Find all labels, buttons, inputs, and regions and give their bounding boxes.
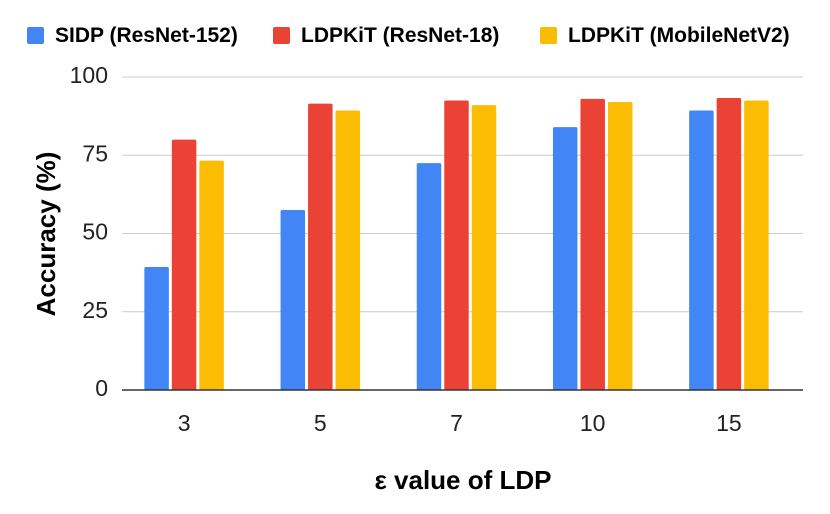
x-axis-title: ε value of LDP	[374, 465, 551, 495]
x-tick-label: 5	[314, 410, 327, 436]
y-axis-ticks: 0 25 50 75 100	[70, 62, 108, 401]
bar-ldpkit-resnet-18-eps-15	[716, 97, 742, 390]
legend-swatch	[273, 27, 290, 44]
legend-label: SIDP (ResNet-152)	[55, 24, 238, 47]
bar-ldpkit-mobilenetv2-eps-10	[607, 102, 633, 390]
y-tick-label: 25	[82, 297, 108, 323]
bar-ldpkit-resnet-18-eps-7	[444, 100, 469, 390]
bar-sidp-resnet-152-eps-7	[416, 163, 442, 390]
y-tick-label: 50	[82, 219, 108, 245]
bar-ldpkit-mobilenetv2-eps-7	[471, 105, 497, 391]
legend: SIDP (ResNet-152) LDPKiT (ResNet-18) LDPKi…	[27, 24, 790, 47]
bar-sidp-resnet-152-eps-15	[689, 110, 714, 390]
legend-label: LDPKiT (ResNet-18)	[301, 24, 499, 47]
y-axis-title: Accuracy (%)	[31, 152, 61, 317]
x-tick-label: 3	[178, 410, 191, 436]
bar-ldpkit-mobilenetv2-eps-3	[199, 160, 224, 390]
legend-swatch	[540, 27, 557, 44]
bar-ldpkit-resnet-18-eps-3	[171, 139, 197, 390]
y-tick-label: 75	[82, 140, 108, 166]
bar-sidp-resnet-152-eps-3	[144, 266, 169, 390]
bars	[144, 97, 769, 391]
bar-sidp-resnet-152-eps-5	[280, 210, 306, 390]
legend-label: LDPKiT (MobileNetV2)	[568, 24, 790, 47]
x-tick-label: 15	[716, 410, 742, 436]
x-axis-ticks: 3 5 7 10 15	[178, 410, 742, 436]
y-tick-label: 0	[95, 375, 108, 401]
bar-ldpkit-mobilenetv2-eps-15	[744, 100, 769, 390]
bar-ldpkit-mobilenetv2-eps-5	[335, 110, 361, 390]
legend-swatch	[27, 27, 44, 44]
bar-ldpkit-resnet-18-eps-5	[308, 103, 333, 390]
x-tick-label: 7	[450, 410, 463, 436]
bar-ldpkit-resnet-18-eps-10	[580, 98, 605, 390]
x-tick-label: 10	[580, 410, 606, 436]
y-tick-label: 100	[70, 62, 108, 88]
bar-sidp-resnet-152-eps-10	[552, 127, 578, 390]
